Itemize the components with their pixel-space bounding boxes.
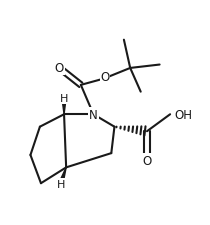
- Polygon shape: [59, 168, 66, 184]
- Text: O: O: [55, 62, 64, 75]
- Text: OH: OH: [174, 108, 192, 121]
- Polygon shape: [62, 99, 66, 115]
- Text: H: H: [60, 94, 68, 104]
- Text: H: H: [57, 179, 65, 189]
- Text: O: O: [100, 70, 110, 83]
- Text: O: O: [142, 154, 152, 167]
- Text: N: N: [89, 108, 98, 121]
